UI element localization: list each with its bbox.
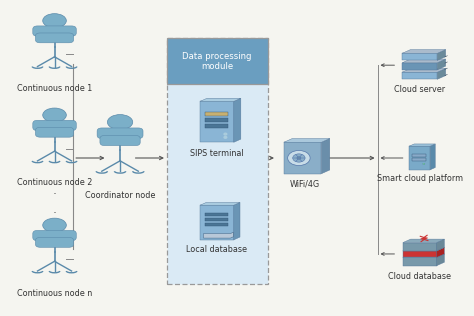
FancyBboxPatch shape (205, 223, 228, 226)
Polygon shape (403, 251, 437, 258)
FancyBboxPatch shape (205, 125, 228, 128)
Polygon shape (402, 72, 437, 79)
Text: Continuous node 1: Continuous node 1 (17, 84, 92, 93)
Polygon shape (402, 50, 446, 53)
Polygon shape (437, 254, 445, 266)
Polygon shape (437, 59, 446, 70)
Polygon shape (403, 254, 445, 258)
Ellipse shape (43, 218, 66, 232)
FancyBboxPatch shape (205, 112, 228, 116)
Text: WiFi/4G: WiFi/4G (290, 179, 320, 188)
Polygon shape (321, 138, 330, 174)
Circle shape (297, 157, 301, 159)
Polygon shape (403, 239, 445, 243)
Text: Continuous node n: Continuous node n (17, 289, 92, 298)
Polygon shape (284, 142, 321, 174)
Polygon shape (234, 203, 240, 240)
Polygon shape (403, 243, 437, 251)
FancyBboxPatch shape (100, 136, 140, 146)
FancyBboxPatch shape (33, 120, 76, 131)
Text: Data processing
module: Data processing module (182, 52, 252, 71)
Text: Coordinator node: Coordinator node (85, 191, 155, 200)
FancyBboxPatch shape (36, 127, 73, 137)
Polygon shape (402, 59, 446, 63)
FancyBboxPatch shape (36, 33, 73, 43)
Polygon shape (200, 203, 240, 205)
Polygon shape (402, 63, 437, 70)
FancyBboxPatch shape (412, 158, 427, 161)
Text: Local database: Local database (186, 245, 247, 254)
Polygon shape (200, 98, 241, 101)
Polygon shape (430, 144, 435, 170)
Ellipse shape (43, 14, 66, 28)
Text: ·: · (53, 188, 56, 201)
Polygon shape (403, 247, 445, 251)
Polygon shape (402, 53, 437, 60)
Polygon shape (200, 101, 234, 142)
Polygon shape (437, 239, 445, 251)
Ellipse shape (108, 115, 133, 130)
Ellipse shape (43, 108, 66, 122)
Circle shape (224, 133, 227, 135)
FancyBboxPatch shape (36, 237, 73, 247)
Polygon shape (200, 205, 234, 240)
Circle shape (293, 154, 305, 162)
Polygon shape (409, 144, 435, 146)
FancyBboxPatch shape (205, 118, 228, 122)
FancyBboxPatch shape (205, 218, 228, 221)
Text: Continuous node 2: Continuous node 2 (17, 179, 92, 187)
Circle shape (288, 150, 310, 166)
Polygon shape (284, 138, 330, 142)
Polygon shape (203, 232, 233, 238)
FancyBboxPatch shape (412, 155, 427, 157)
FancyBboxPatch shape (33, 230, 76, 241)
FancyBboxPatch shape (205, 213, 228, 216)
Text: ·: · (53, 207, 56, 220)
Polygon shape (437, 50, 446, 60)
Text: Cloud database: Cloud database (388, 272, 451, 281)
Polygon shape (437, 69, 446, 79)
Polygon shape (409, 146, 430, 170)
Circle shape (224, 137, 227, 138)
Polygon shape (402, 69, 446, 72)
FancyBboxPatch shape (167, 39, 267, 84)
FancyBboxPatch shape (97, 128, 143, 138)
Polygon shape (403, 258, 437, 266)
FancyBboxPatch shape (167, 39, 267, 284)
Polygon shape (437, 247, 445, 258)
Text: Cloud server: Cloud server (394, 85, 445, 94)
Circle shape (423, 163, 425, 165)
Text: Smart cloud platform: Smart cloud platform (377, 174, 463, 183)
Polygon shape (234, 98, 241, 142)
FancyBboxPatch shape (33, 26, 76, 36)
Text: SIPS terminal: SIPS terminal (190, 149, 244, 158)
